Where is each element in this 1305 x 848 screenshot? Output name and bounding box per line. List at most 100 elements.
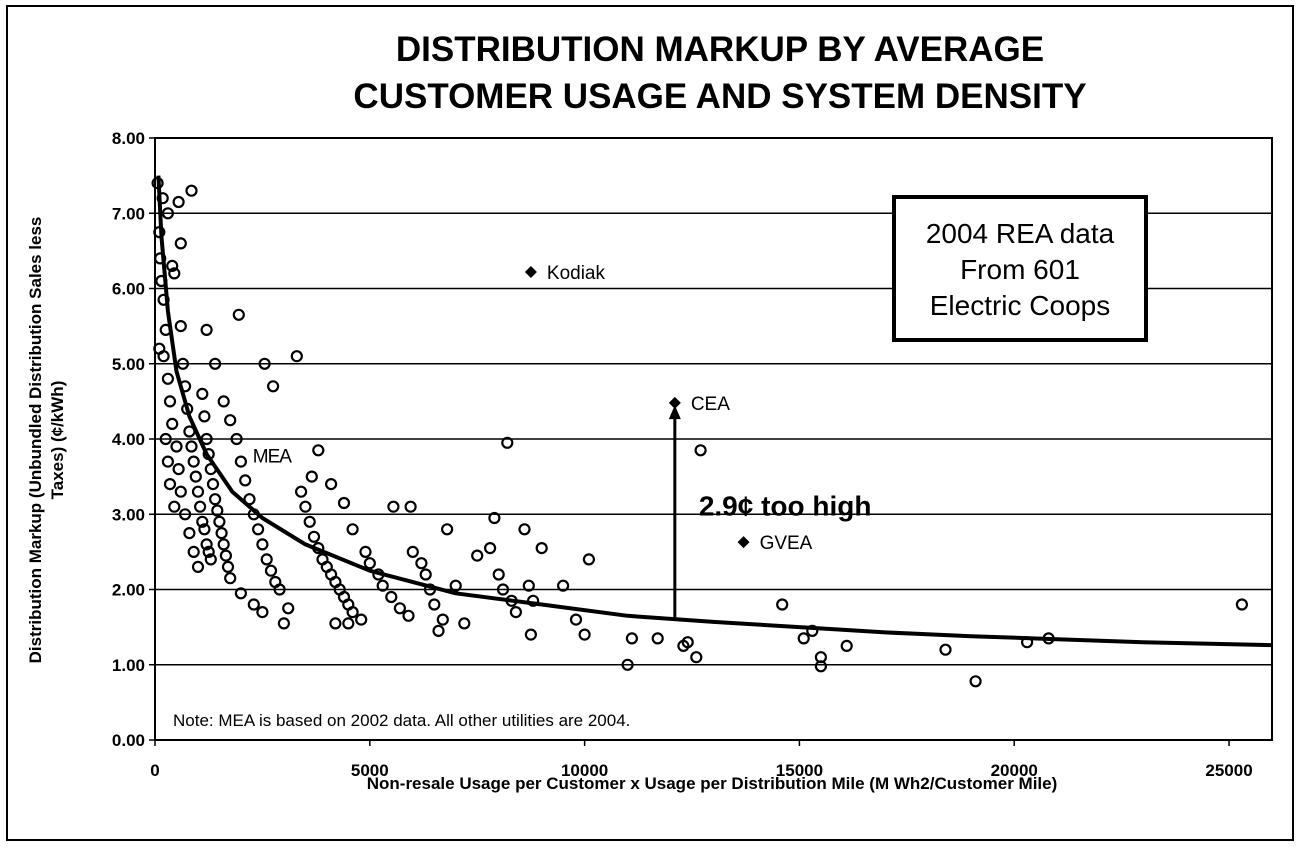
info-box: 2004 REA data From 601 Electric Coops: [892, 195, 1148, 342]
data-point: [840, 639, 853, 653]
info-box-frame: [892, 195, 1148, 342]
data-point: [194, 500, 207, 513]
data-point: [305, 470, 318, 483]
data-point: [282, 602, 295, 615]
data-point: [522, 579, 535, 592]
x-tick-label: 15000: [776, 761, 823, 780]
y-tick-label: 0.00: [112, 731, 145, 750]
data-point: [578, 628, 591, 641]
data-point: [329, 617, 342, 630]
data-point: [406, 545, 419, 559]
chart-title: DISTRIBUTION MARKUP BY AVERAGE CUSTOMER …: [353, 30, 1086, 116]
data-point: [247, 598, 260, 611]
data-point: [221, 560, 235, 574]
data-point: [423, 583, 437, 596]
data-point: [393, 602, 406, 615]
data-point: [204, 463, 217, 476]
data-point: [501, 436, 514, 449]
data-point: [1042, 632, 1055, 645]
data-point: [325, 478, 338, 491]
highlight-point-kodiak: [524, 265, 537, 278]
data-point: [168, 267, 181, 280]
data-point: [415, 557, 428, 570]
data-point: [814, 660, 828, 673]
y-tick-label: 6.00: [112, 280, 145, 299]
data-point: [179, 508, 192, 521]
data-point: [159, 432, 172, 446]
data-point: [267, 380, 280, 393]
data-point: [211, 504, 224, 517]
data-point: [196, 515, 209, 528]
data-point: [432, 624, 445, 638]
data-point: [681, 636, 694, 649]
data-point: [234, 587, 247, 600]
point-label-mea: MEA: [253, 447, 293, 468]
grid-lines: [155, 212, 1272, 666]
data-point: [436, 613, 449, 626]
data-point: [153, 226, 166, 239]
x-axis-label: Non-resale Usage per Customer x Usage pe…: [367, 774, 1058, 793]
data-point: [404, 500, 417, 513]
y-axis-label-line-2: Taxes) (¢/kWh): [48, 381, 67, 500]
trendline-curve: [156, 175, 1273, 648]
y-tick-label: 3.00: [112, 505, 145, 524]
data-point: [217, 395, 230, 408]
data-point: [376, 579, 389, 592]
x-tick-label: 0: [150, 761, 159, 780]
data-point: [206, 478, 220, 491]
data-point: [346, 605, 359, 619]
data-point: [372, 568, 385, 581]
data-point: [168, 500, 181, 513]
arrow-label: 2.9¢ too high: [699, 490, 872, 521]
data-point: [151, 177, 164, 190]
data-point: [224, 572, 237, 585]
data-point: [488, 511, 501, 525]
highlighted-utilities: Kodiak CEA GVEA MEA: [253, 263, 813, 554]
data-point: [191, 485, 205, 498]
data-point: [556, 579, 570, 592]
data-point: [449, 579, 462, 592]
highlight-point-cea: [668, 396, 681, 409]
data-point: [496, 583, 510, 596]
data-point: [651, 632, 664, 645]
y-axis-label-line-1: Distribution Markup (Unbundled Distribut…: [26, 217, 45, 664]
data-point: [256, 605, 269, 619]
data-point: [200, 432, 213, 446]
info-box-line-3: Electric Coops: [930, 290, 1111, 321]
data-point: [277, 617, 290, 630]
data-point: [174, 485, 187, 498]
data-point: [247, 508, 260, 521]
data-point: [179, 380, 192, 393]
data-point: [155, 274, 168, 288]
data-point: [535, 541, 548, 555]
data-point: [243, 493, 256, 506]
data-point: [200, 323, 213, 336]
data-point: [198, 410, 211, 423]
data-point: [582, 553, 596, 566]
data-point: [185, 440, 198, 453]
data-point: [224, 414, 237, 427]
data-point: [428, 598, 441, 611]
data-point: [209, 357, 222, 370]
data-point: [183, 425, 196, 438]
y-tick-label: 8.00: [112, 129, 145, 148]
data-point: [234, 455, 247, 468]
data-point: [198, 523, 211, 536]
data-point: [797, 632, 810, 645]
data-point: [471, 549, 484, 562]
chart-title-line-1: DISTRIBUTION MARKUP BY AVERAGE: [396, 30, 1044, 69]
data-point: [202, 545, 215, 559]
data-point: [161, 455, 174, 468]
data-point: [163, 395, 177, 408]
data-point: [621, 658, 634, 671]
data-point: [524, 628, 538, 641]
data-point: [419, 568, 432, 581]
data-point: [342, 617, 355, 630]
data-point: [505, 594, 518, 607]
highlight-point-gvea: [737, 536, 750, 549]
data-point: [441, 523, 454, 536]
data-point: [217, 538, 230, 551]
y-axis-label: Distribution Markup (Unbundled Distribut…: [26, 217, 67, 664]
